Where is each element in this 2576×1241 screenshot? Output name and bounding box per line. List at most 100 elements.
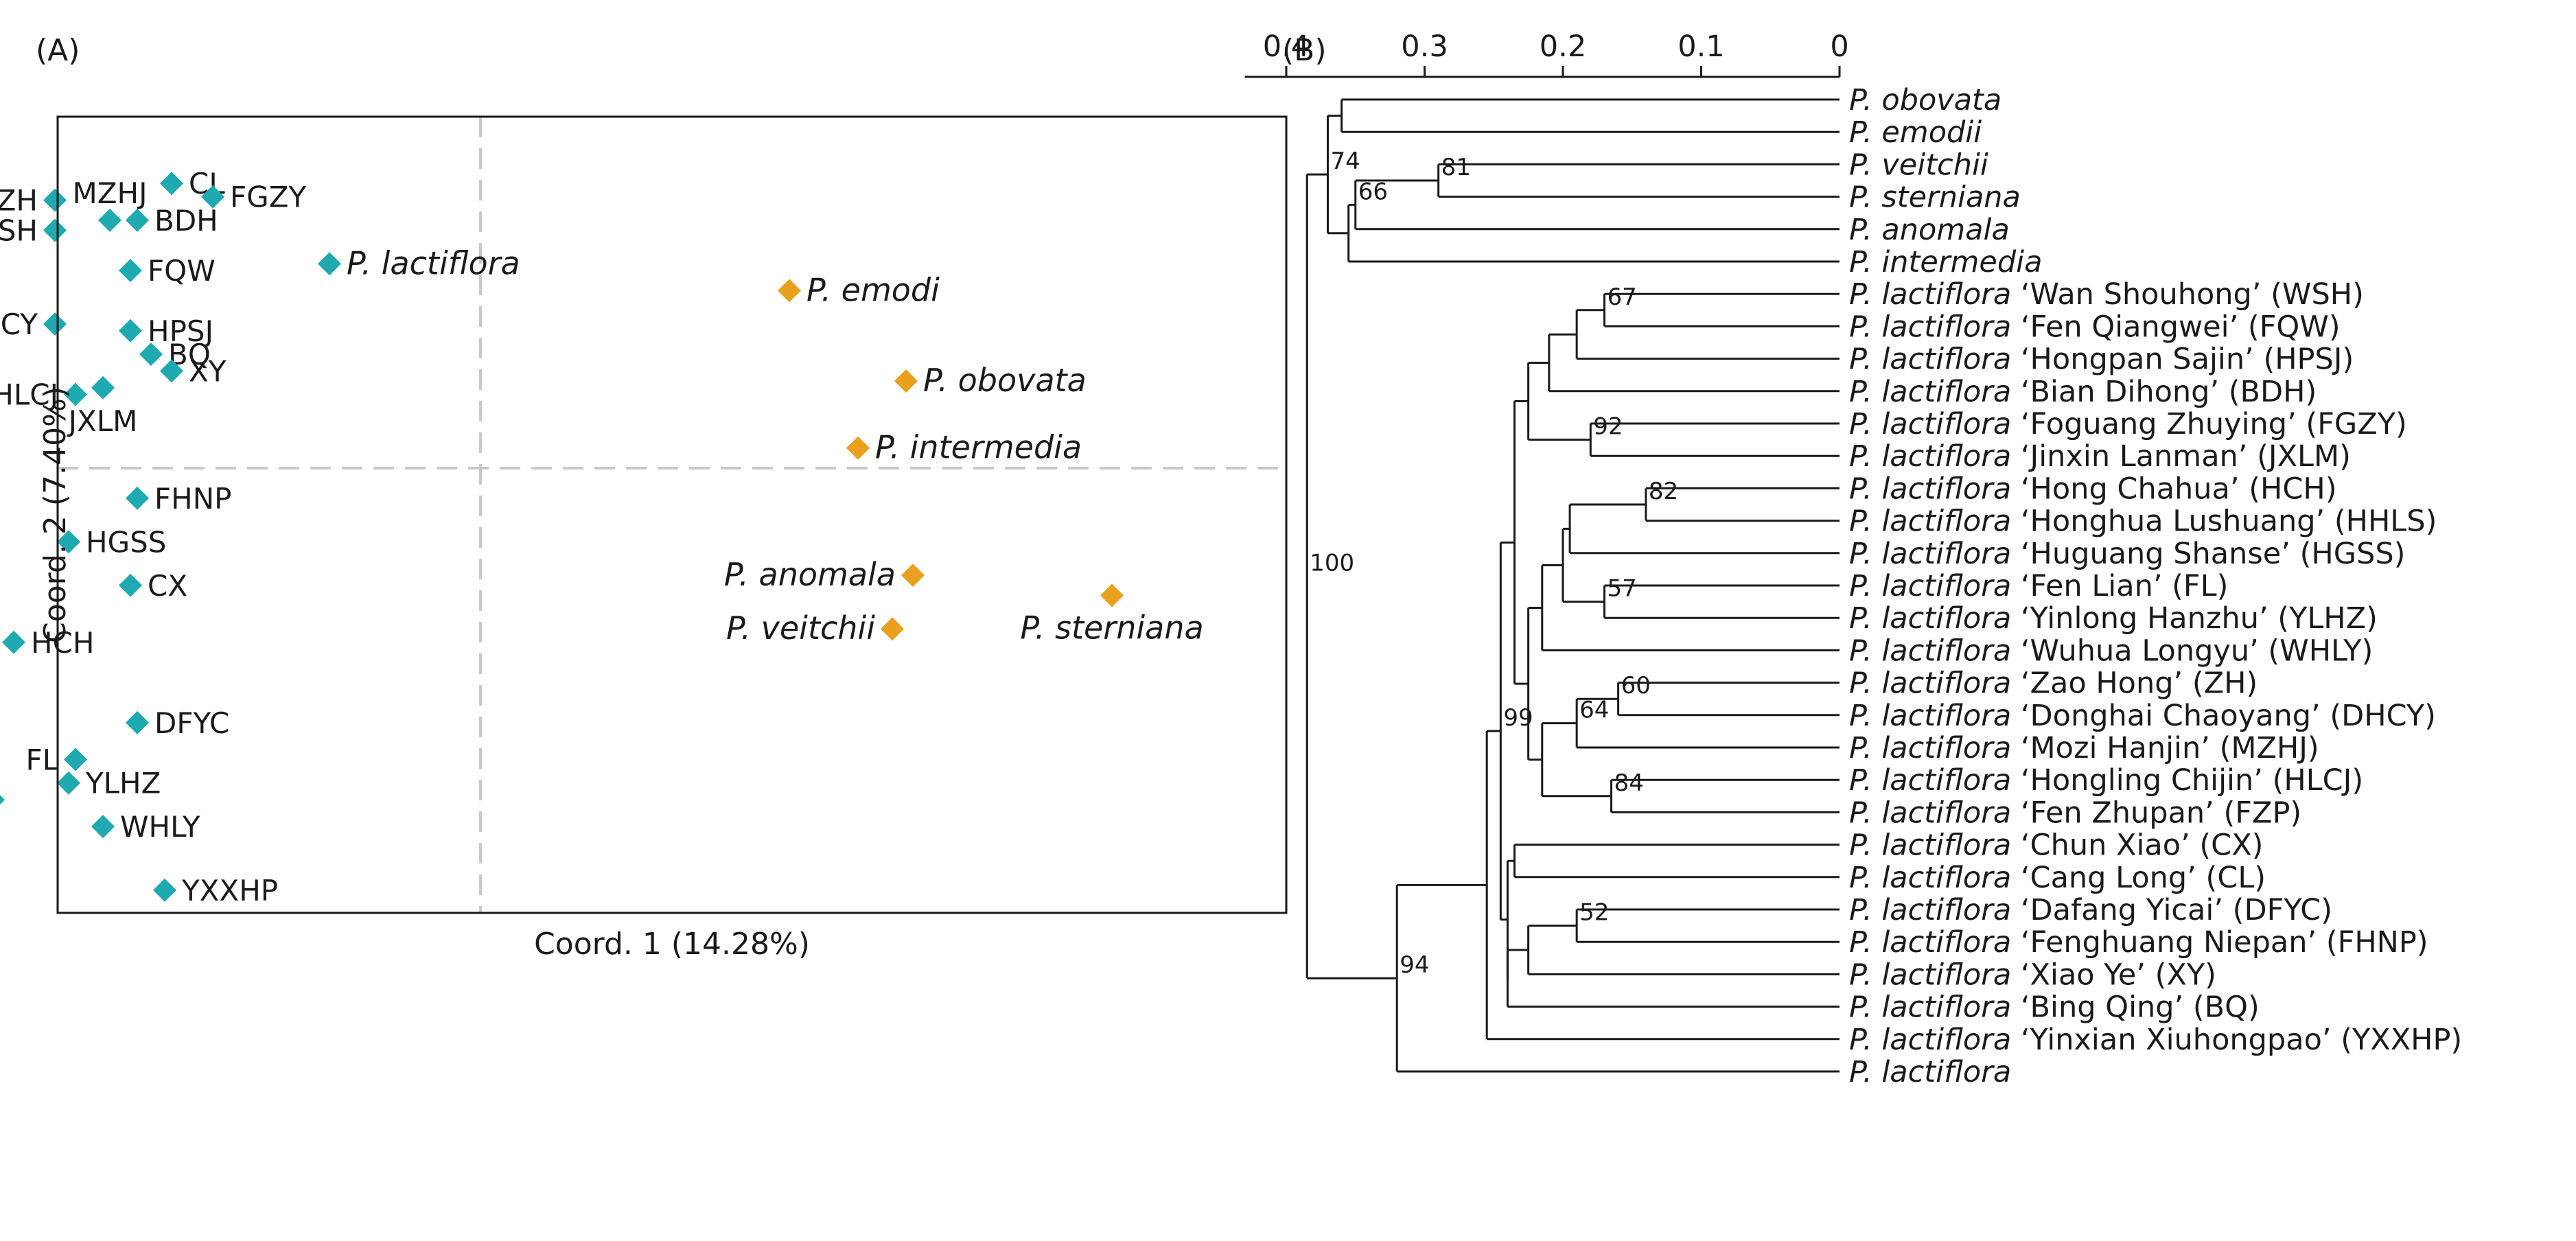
point-label-hch: HCH (31, 626, 95, 660)
support-n_root: 100 (1310, 550, 1354, 577)
leaf-label-13: P. lactiflora ‘Honghua Lushuang’ (HHLS) (1849, 504, 2437, 539)
point-fl (64, 747, 87, 772)
point-label-zh: ZH (0, 184, 38, 218)
leaf-label-3: P. sterniana (1849, 181, 2021, 215)
point-whly (91, 815, 115, 839)
point-label-p-anomala: P. anomala (724, 556, 896, 593)
leaf-label-7: P. lactiflora ‘Fen Qiangwei’ (FQW) (1849, 310, 2341, 344)
point-label-whly: WHLY (120, 810, 200, 844)
support-n_wsh_fqw: 67 (1607, 283, 1636, 311)
leaf-label-30: P. lactiflora (1849, 1055, 2011, 1089)
dendrogram: 0.4 0.3 0.2 0.1 0 81 66 74 67 92 82 57 60 64 84 52 99 94 1… (1244, 30, 2462, 1089)
support-n_dfyc_fhnp: 52 (1579, 899, 1609, 927)
point-bdh (126, 208, 149, 232)
point-label-fhnp: FHNP (154, 482, 232, 515)
leaf-label-18: P. lactiflora ‘Zao Hong’ (ZH) (1849, 666, 2258, 701)
point-fhnp (126, 486, 149, 510)
leaf-label-25: P. lactiflora ‘Dafang Yicai’ (DFYC) (1849, 893, 2332, 927)
distance-tick-label-0-2: 0.2 (1540, 30, 1586, 64)
support-n_hch_hhls: 82 (1649, 478, 1678, 505)
point-label-hpsj: HPSJ (148, 314, 213, 348)
point-label-p-obovata: P. obovata (923, 362, 1087, 399)
leaf-label-8: P. lactiflora ‘Hongpan Sajin’ (HPSJ) (1849, 343, 2354, 377)
distance-tick-label-0-3: 0.3 (1401, 30, 1448, 64)
support-n_fgzy_jxlm: 92 (1593, 413, 1623, 441)
leaf-label-20: P. lactiflora ‘Mozi Hanjin’ (MZHJ) (1849, 731, 2319, 765)
point-fqw (119, 259, 142, 283)
distance-tick-label-0: 0 (1830, 30, 1848, 64)
leaf-label-4: P. anomala (1849, 213, 2010, 247)
leaf-label-27: P. lactiflora ‘Xiao Ye’ (XY) (1849, 958, 2216, 992)
distance-tick-label-0-1: 0.1 (1678, 30, 1724, 64)
leaf-label-10: P. lactiflora ‘Foguang Zhuying’ (FGZY) (1849, 407, 2407, 441)
leaf-label-24: P. lactiflora ‘Cang Long’ (CL) (1849, 861, 2266, 895)
point-hgss (57, 530, 80, 554)
point-p-lactiflora (318, 252, 341, 276)
point-hlcj (64, 382, 87, 406)
support-n_vs_an: 66 (1358, 178, 1388, 205)
point-label-p-sterniana: P. sterniana (1020, 609, 1203, 646)
point-label-wsh: WSH (0, 214, 38, 248)
point-hpsj (119, 318, 142, 343)
leaf-label-26: P. lactiflora ‘Fenghuang Niepan’ (FHNP) (1849, 925, 2428, 960)
support-n_zh_dhcy: 60 (1621, 672, 1651, 699)
leaf-label-29: P. lactiflora ‘Yinxian Xiuhongpao’ (YXXH… (1849, 1023, 2462, 1057)
leaf-label-19: P. lactiflora ‘Donghai Chaoyang’ (DHCY) (1849, 699, 2436, 733)
point-wsh (43, 218, 67, 242)
point-zh (43, 188, 67, 212)
point-label-p-emodi: P. emodi (807, 271, 940, 308)
point-label-cx: CX (148, 569, 187, 603)
panel-a-label: (A) (36, 33, 80, 68)
leaf-label-0: P. obovata (1849, 83, 2001, 117)
point-label-p-veitchii: P. veitchii (726, 610, 875, 647)
point-p-emodi (778, 279, 801, 303)
leaf-label-2: P. veitchii (1849, 148, 1988, 182)
point-cl (160, 172, 183, 196)
point-label-bdh: BDH (154, 204, 218, 237)
point-fgzy (201, 185, 224, 209)
point-bq (139, 343, 163, 367)
pcoa-x-axis-title: Coord. 1 (14.28%) (534, 927, 810, 962)
leaf-label-9: P. lactiflora ‘Bian Dihong’ (BDH) (1849, 375, 2317, 409)
point-xy (160, 359, 183, 383)
point-dhcy (43, 312, 67, 336)
leaf-label-14: P. lactiflora ‘Huguang Shanse’ (HGSS) (1849, 537, 2405, 571)
point-p-sterniana (1100, 583, 1124, 607)
leaf-label-22: P. lactiflora ‘Fen Zhupan’ (FZP) (1849, 796, 2301, 830)
point-label-fqw: FQW (148, 254, 216, 288)
pcoa-plot: CLFGZYZHMZHJBDHWSHP. lactifloraFQWDHCYHP… (0, 117, 1286, 913)
point-label-fgzy: FGZY (230, 181, 306, 214)
pcoa-frame (56, 115, 1288, 914)
point-p-veitchii (881, 617, 904, 641)
point-p-obovata (894, 369, 918, 393)
point-jxlm (91, 375, 115, 399)
point-ylhz (57, 771, 80, 795)
leaf-label-16: P. lactiflora ‘Yinlong Hanzhu’ (YLHZ) (1849, 601, 2378, 636)
point-p-anomala (901, 564, 925, 588)
leaf-label-23: P. lactiflora ‘Chun Xiao’ (CX) (1849, 828, 2263, 863)
point-label-dfyc: DFYC (154, 706, 229, 740)
leaf-label-12: P. lactiflora ‘Hong Chahua’ (HCH) (1849, 472, 2336, 506)
leaf-label-5: P. intermedia (1849, 245, 2042, 279)
point-cx (119, 573, 142, 597)
point-label-xy: XY (189, 354, 227, 388)
distance-tick-label-0-4: 0.4 (1263, 30, 1310, 64)
leaf-label-1: P. emodii (1849, 115, 1982, 150)
point-label-hgss: HGSS (86, 525, 166, 559)
support-n_hlcj_fzp: 84 (1614, 769, 1644, 797)
point-label-p-intermedia: P. intermedia (875, 429, 1082, 466)
leaf-label-6: P. lactiflora ‘Wan Shouhong’ (WSH) (1849, 277, 2364, 312)
pcoa-y-axis-title: Coord. 2 (7.40%) (38, 386, 73, 643)
point-label-jxlm: JXLM (67, 404, 138, 438)
support-n_zd_mzhj: 64 (1579, 697, 1609, 724)
point-p-intermedia (846, 436, 870, 460)
point-dfyc (126, 710, 149, 734)
leaf-label-17: P. lactiflora ‘Wuhua Longyu’ (WHLY) (1849, 634, 2373, 668)
support-n_fl_ylhz: 57 (1607, 575, 1636, 603)
point-label-ylhz: YLHZ (85, 767, 161, 800)
leaf-label-15: P. lactiflora ‘Fen Lian’ (FL) (1849, 569, 2228, 603)
support-n_lact: 94 (1400, 951, 1429, 979)
point-hhls (0, 795, 5, 805)
point-yxxhp (153, 878, 176, 902)
